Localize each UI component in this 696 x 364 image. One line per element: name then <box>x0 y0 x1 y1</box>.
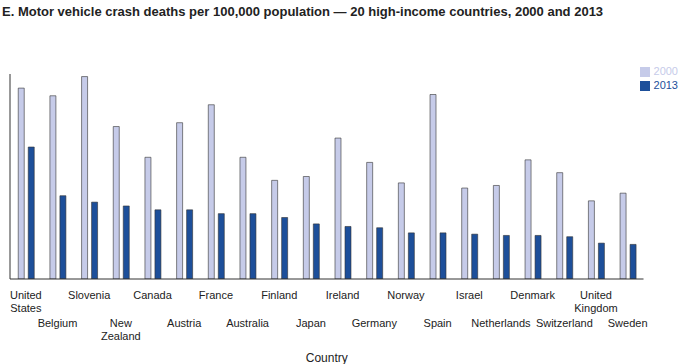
svg-text:France: France <box>199 289 233 301</box>
svg-text:Denmark: Denmark <box>510 289 555 301</box>
svg-text:Israel: Israel <box>456 289 483 301</box>
svg-text:NewZealand: NewZealand <box>101 317 141 342</box>
svg-text:Slovenia: Slovenia <box>68 289 111 301</box>
svg-text:Japan: Japan <box>296 317 326 329</box>
svg-text:Ireland: Ireland <box>326 289 360 301</box>
html-text:E. Motor vehicle crash deaths: E. Motor vehicle crash deaths per 100,00… <box>2 4 604 19</box>
svg-text:Finland: Finland <box>261 289 297 301</box>
svg-text:Norway: Norway <box>387 289 425 301</box>
svg-text:Australia: Australia <box>226 317 270 329</box>
svg-text:UnitedStates: UnitedStates <box>10 289 42 314</box>
svg-text:Germany: Germany <box>352 317 398 329</box>
svg-text:Sweden: Sweden <box>608 317 648 329</box>
svg-text:Country: Country <box>306 351 348 364</box>
svg-text:Canada: Canada <box>133 289 172 301</box>
svg-text:Spain: Spain <box>424 317 452 329</box>
svg-text:UnitedKingdom: UnitedKingdom <box>574 289 617 314</box>
svg-text:Austria: Austria <box>167 317 202 329</box>
svg-text:Netherlands: Netherlands <box>471 317 531 329</box>
html-text:2013: 2013 <box>653 79 678 91</box>
svg-text:Belgium: Belgium <box>38 317 78 329</box>
html-text:2000: 2000 <box>653 65 678 77</box>
svg-text:Switzerland: Switzerland <box>536 317 593 329</box>
